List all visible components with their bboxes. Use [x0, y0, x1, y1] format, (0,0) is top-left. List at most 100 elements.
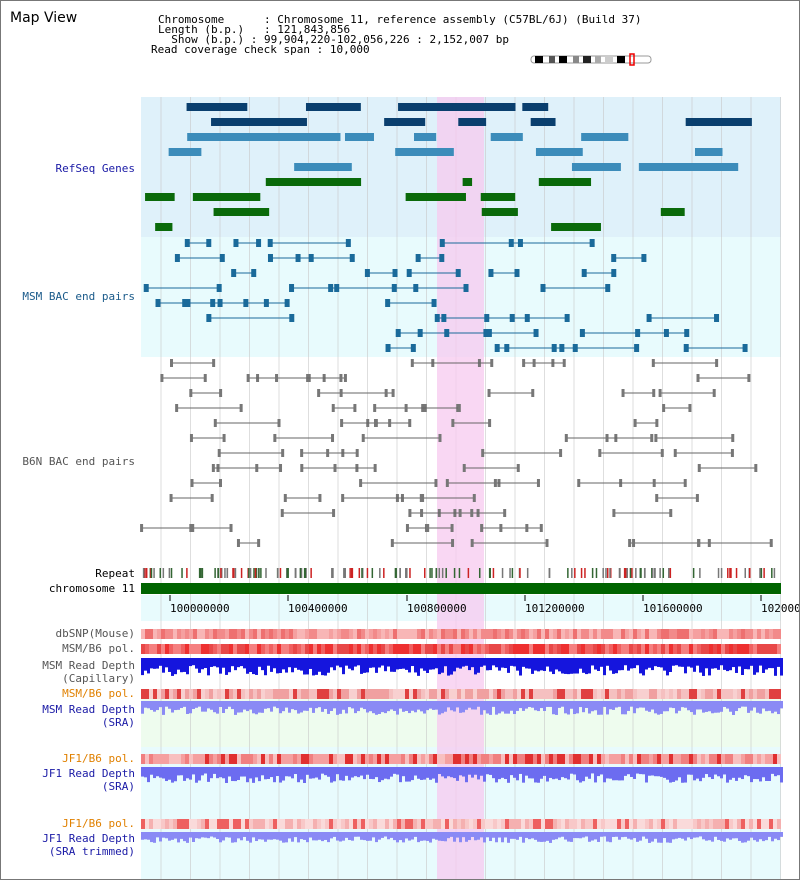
- pol-cell: [521, 754, 525, 764]
- pol-cell: [321, 819, 325, 829]
- pol-cell: [689, 754, 693, 764]
- pol-cell: [557, 644, 561, 654]
- repeat-mark: [233, 568, 235, 578]
- pol-cell: [453, 689, 457, 699]
- page-title: Map View: [10, 10, 78, 26]
- depth-bar: [729, 658, 732, 671]
- pol-cell: [505, 819, 509, 829]
- dbsnp-cell: [149, 629, 153, 639]
- depth-bar: [573, 701, 576, 715]
- dbsnp-cell: [225, 629, 229, 639]
- depth-bar: [615, 767, 618, 781]
- pol-cell: [629, 754, 633, 764]
- bac-end: [231, 269, 237, 277]
- depth-bar: [162, 658, 165, 673]
- pol-cell: [613, 754, 617, 764]
- chromosome-ideogram[interactable]: [529, 53, 655, 67]
- depth-bar: [711, 767, 714, 780]
- pol-cell: [277, 754, 281, 764]
- depth-bar: [729, 701, 732, 712]
- depth-bar: [330, 767, 333, 783]
- bac-end: [331, 404, 335, 412]
- track-label-jf1-depth-sra[interactable]: JF1 Read Depth (SRA): [42, 767, 135, 793]
- depth-bar: [681, 767, 684, 783]
- track-label-dbsnp[interactable]: dbSNP(Mouse): [55, 627, 135, 640]
- repeat-mark: [699, 568, 701, 578]
- track-label-msm-b6-pol-2[interactable]: MSM/B6 pol.: [62, 687, 135, 700]
- pol-cell: [517, 754, 521, 764]
- depth-bar: [414, 832, 417, 837]
- bac-end: [415, 254, 421, 262]
- bac-end: [660, 449, 664, 457]
- depth-bar: [387, 832, 390, 840]
- depth-bar: [672, 701, 675, 709]
- track-label-repeat[interactable]: Repeat: [95, 567, 135, 580]
- depth-bar: [465, 832, 468, 842]
- show-row: Show (b.p.) : 99,904,220-102,056,226 : 2…: [158, 33, 510, 46]
- pol-cell: [361, 819, 365, 829]
- depth-bar: [171, 701, 174, 713]
- track-label-jf1-b6-pol[interactable]: JF1/B6 pol.: [62, 752, 135, 765]
- genome-browser-plot[interactable]: RefSeq Genes MSM BAC end pairs B6N BAC e…: [1, 97, 799, 879]
- track-label-msm-depth-sra[interactable]: MSM Read Depth (SRA): [42, 703, 135, 729]
- repeat-mark: [631, 568, 633, 578]
- depth-bar: [768, 658, 771, 669]
- pol-cell: [713, 644, 717, 654]
- track-label-msm-b6-pol[interactable]: MSM/B6 pol.: [62, 642, 135, 655]
- dbsnp-cell: [213, 629, 217, 639]
- depth-bar: [579, 832, 582, 839]
- track-label-refseq[interactable]: RefSeq Genes: [55, 162, 135, 175]
- track-label-jf1-b6-pol-2[interactable]: JF1/B6 pol.: [62, 817, 135, 830]
- pol-cell: [645, 689, 649, 699]
- span-key: Read coverage check span: [151, 43, 317, 56]
- pol-cell: [509, 819, 513, 829]
- depth-bar: [522, 701, 525, 711]
- bac-end: [275, 374, 279, 382]
- depth-bar: [555, 832, 558, 840]
- depth-bar: [720, 701, 723, 712]
- depth-bar: [471, 701, 474, 710]
- depth-bar: [690, 767, 693, 775]
- depth-bar: [510, 832, 513, 839]
- depth-bar: [735, 658, 738, 673]
- track-label-msm-depth-cap[interactable]: MSM Read Depth (Capillary): [42, 659, 135, 685]
- bac-end: [361, 434, 365, 442]
- repeat-mark: [277, 568, 279, 578]
- pol-cell: [177, 754, 181, 764]
- pol-cell: [629, 644, 633, 654]
- depth-bar: [342, 658, 345, 675]
- bac-end: [317, 389, 321, 397]
- pol-cell: [329, 819, 333, 829]
- pol-cell: [169, 819, 173, 829]
- gene-block: [660, 208, 685, 216]
- depth-bar: [648, 767, 651, 776]
- depth-bar: [447, 658, 450, 676]
- track-label-msm-bac[interactable]: MSM BAC end pairs: [22, 290, 135, 303]
- pol-cell: [717, 644, 721, 654]
- repeat-mark: [635, 568, 637, 578]
- depth-bar: [405, 832, 408, 839]
- track-label-jf1-depth-trim[interactable]: JF1 Read Depth (SRA trimmed): [42, 832, 135, 858]
- depth-bar: [660, 767, 663, 777]
- pol-cell: [329, 689, 333, 699]
- track-label-b6n-bac[interactable]: B6N BAC end pairs: [22, 455, 135, 468]
- pol-cell: [633, 644, 637, 654]
- depth-bar: [699, 701, 702, 710]
- depth-bar: [165, 767, 168, 782]
- dbsnp-cell: [321, 629, 325, 639]
- pol-cell: [365, 754, 369, 764]
- depth-bar: [201, 701, 204, 712]
- bac-end: [669, 509, 673, 517]
- depth-bar: [240, 767, 243, 777]
- pol-cell: [717, 754, 721, 764]
- depth-bar: [531, 658, 534, 674]
- depth-bar: [603, 658, 606, 676]
- bac-end: [481, 449, 485, 457]
- depth-bar: [291, 767, 294, 779]
- dbsnp-cell: [649, 629, 653, 639]
- repeat-mark: [602, 568, 604, 578]
- tracks-canvas[interactable]: [1, 97, 799, 879]
- depth-bar: [633, 658, 636, 669]
- pol-cell: [657, 754, 661, 764]
- dbsnp-cell: [181, 629, 185, 639]
